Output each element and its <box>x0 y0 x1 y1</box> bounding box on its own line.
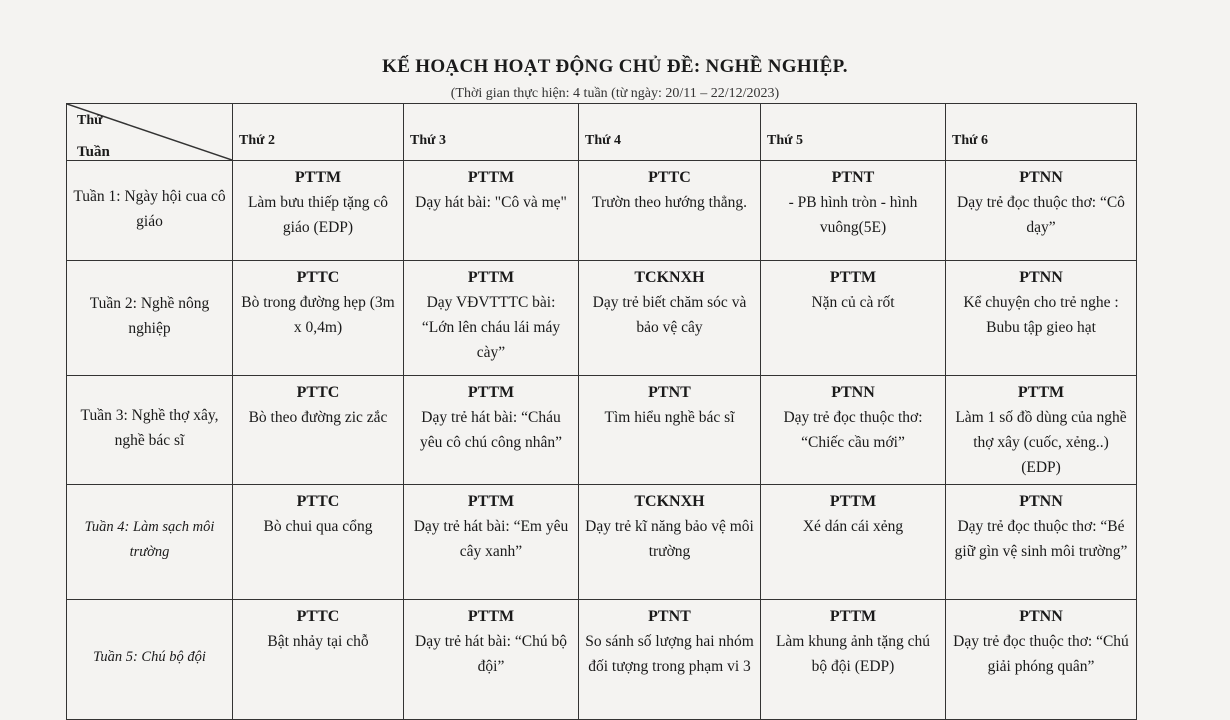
subject-code: PTTM <box>467 169 515 186</box>
corner-header-cell: Thứ Tuần <box>66 103 233 161</box>
activity-text: Kể chuyện cho trẻ nghe : Bubu tập gieo h… <box>963 294 1119 336</box>
activity-text: Bò chui qua cổng <box>263 518 373 535</box>
page-subtitle: (Thời gian thực hiện: 4 tuần (từ ngày: 2… <box>450 86 780 101</box>
activity-text: Dạy trẻ hát bài: “Chú bộ đội” <box>415 633 567 675</box>
activity-text: Dạy trẻ hát bài: “Em yêu cây xanh” <box>413 518 569 560</box>
subject-code: PTTM <box>467 493 515 510</box>
subject-code: TCKNXH <box>634 493 705 510</box>
activity-text: Làm 1 số đồ dùng của nghề thợ xây (cuốc,… <box>955 409 1127 476</box>
subject-code: PTNT <box>648 608 691 625</box>
day-header-5: Thứ 5 <box>760 103 946 161</box>
subject-code: PTNN <box>831 384 875 401</box>
activity-text: So sánh số lượng hai nhóm đối tượng tron… <box>585 633 754 675</box>
subject-code: PTNT <box>648 384 691 401</box>
activity-cell: PTTC Trườn theo hướng thẳng. <box>578 160 761 261</box>
activity-cell: PTTC Bò chui qua cổng <box>232 484 404 600</box>
activity-cell: PTTM Dạy VĐVTTTC bài: “Lớn lên cháu lái m… <box>403 260 579 376</box>
diagonal-divider <box>67 104 232 160</box>
day-header-2: Thứ 2 <box>232 103 404 161</box>
day-header-6: Thứ 6 <box>945 103 1137 161</box>
table-row: Tuần 3: Nghề thợ xây, nghề bác sĩ PTTC Bò … <box>66 375 1137 485</box>
activity-text: Dạy hát bài: "Cô và mẹ" <box>415 194 567 211</box>
activity-text: Trườn theo hướng thẳng. <box>592 194 747 211</box>
page-title: KẾ HOẠCH HOẠT ĐỘNG CHỦ ĐỀ: NGHỀ NGHIỆP. <box>382 56 848 77</box>
week-label: Tuần 4: Làm sạch môi trường <box>66 484 233 600</box>
corner-week-label: Tuần <box>77 144 110 160</box>
activity-cell: PTNT So sánh số lượng hai nhóm đối tượng … <box>578 599 761 720</box>
activity-cell: PTTM Dạy hát bài: "Cô và mẹ" <box>403 160 579 261</box>
activity-text: Bò trong đường hẹp (3m x 0,4m) <box>241 294 395 336</box>
subject-code: PTTC <box>648 169 691 186</box>
subject-code: PTTC <box>296 269 340 286</box>
activity-text: - PB hình tròn - hình vuông(5E) <box>788 194 918 236</box>
activity-text: Dạy trẻ đọc thuộc thơ: “Bé giữ gìn vệ si… <box>954 518 1128 560</box>
activity-text: Dạy trẻ đọc thuộc thơ: “Cô dạy” <box>957 194 1125 236</box>
activity-cell: TCKNXH Dạy trẻ biết chăm sóc và bảo vệ câ… <box>578 260 761 376</box>
activity-cell: PTTC Bò trong đường hẹp (3m x 0,4m) <box>232 260 404 376</box>
subject-code: PTTC <box>296 608 340 625</box>
week-label: Tuần 1: Ngày hội cua cô giáo <box>66 160 233 261</box>
subject-code: PTTC <box>296 384 340 401</box>
activity-cell: TCKNXH Dạy trẻ kĩ năng bảo vệ môi trường <box>578 484 761 600</box>
corner-day-label: Thứ <box>77 113 103 128</box>
activity-cell: PTNN Dạy trẻ đọc thuộc thơ: “Chú giải phó… <box>945 599 1137 720</box>
subject-code: PTTM <box>829 493 877 510</box>
activity-text: Dạy trẻ kĩ năng bảo vệ môi trường <box>585 518 754 560</box>
activity-text: Dạy trẻ hát bài: “Cháu yêu cô chú công n… <box>419 409 563 451</box>
activity-text: Dạy trẻ đọc thuộc thơ: “Chiếc cầu mới” <box>783 409 923 451</box>
activity-text: Nặn củ cà rốt <box>811 294 895 311</box>
activity-cell: PTNN Dạy trẻ đọc thuộc thơ: “Chiếc cầu mớ… <box>760 375 946 485</box>
activity-cell: PTNN Dạy trẻ đọc thuộc thơ: “Cô dạy” <box>945 160 1137 261</box>
activity-cell: PTTM Dạy trẻ hát bài: “Cháu yêu cô chú cô… <box>403 375 579 485</box>
activity-cell: PTTM Làm khung ảnh tặng chú bộ đội (EDP) <box>760 599 946 720</box>
activity-plan-table: Thứ Tuần Thứ 2 Thứ 3 Thứ 4 Thứ 5 Thứ 6 Tuần … <box>66 103 1137 720</box>
activity-cell: PTNN Kể chuyện cho trẻ nghe : Bubu tập gi… <box>945 260 1137 376</box>
subject-code: PTTM <box>829 608 877 625</box>
subject-code: PTNN <box>1019 608 1063 625</box>
activity-cell: PTNT - PB hình tròn - hình vuông(5E) <box>760 160 946 261</box>
header-row: Thứ Tuần Thứ 2 Thứ 3 Thứ 4 Thứ 5 Thứ 6 <box>66 103 1137 161</box>
day-header-4: Thứ 4 <box>578 103 761 161</box>
activity-text: Xé dán cái xẻng <box>802 518 904 535</box>
activity-text: Làm bưu thiếp tặng cô giáo (EDP) <box>247 194 389 236</box>
subject-code: TCKNXH <box>634 269 705 286</box>
subject-code: PTNN <box>1019 269 1063 286</box>
activity-cell: PTTC Bò theo đường zic zắc <box>232 375 404 485</box>
week-label: Tuần 3: Nghề thợ xây, nghề bác sĩ <box>66 375 233 485</box>
activity-cell: PTTM Làm 1 số đồ dùng của nghề thợ xây (c… <box>945 375 1137 485</box>
subject-code: PTTM <box>829 269 877 286</box>
activity-text: Bò theo đường zic zắc <box>248 409 388 426</box>
activity-text: Làm khung ảnh tặng chú bộ đội (EDP) <box>775 633 931 675</box>
activity-cell: PTTM Dạy trẻ hát bài: “Em yêu cây xanh” <box>403 484 579 600</box>
subject-code: PTTC <box>296 493 340 510</box>
activity-cell: PTNN Dạy trẻ đọc thuộc thơ: “Bé giữ gìn v… <box>945 484 1137 600</box>
subject-code: PTTM <box>467 608 515 625</box>
day-header-3: Thứ 3 <box>403 103 579 161</box>
activity-cell: PTTM Nặn củ cà rốt <box>760 260 946 376</box>
activity-cell: PTTM Dạy trẻ hát bài: “Chú bộ đội” <box>403 599 579 720</box>
table-row: Tuần 2: Nghề nông nghiệp PTTC Bò trong đườ… <box>66 260 1137 376</box>
subject-code: PTNN <box>1019 169 1063 186</box>
week-label: Tuần 5: Chú bộ đội <box>66 599 233 720</box>
subject-code: PTNN <box>1019 493 1063 510</box>
table-row: Tuần 4: Làm sạch môi trường PTTC Bò chui q… <box>66 484 1137 600</box>
table-row: Tuần 1: Ngày hội cua cô giáo PTTM Làm bưu … <box>66 160 1137 261</box>
activity-text: Bật nhảy tại chỗ <box>267 633 369 650</box>
subject-code: PTTM <box>294 169 342 186</box>
activity-text: Dạy trẻ đọc thuộc thơ: “Chú giải phóng q… <box>953 633 1129 675</box>
activity-text: Dạy VĐVTTTC bài: “Lớn lên cháu lái máy c… <box>421 294 561 361</box>
subject-code: PTTM <box>467 269 515 286</box>
subject-code: PTNT <box>831 169 875 186</box>
subject-code: PTTM <box>1017 384 1065 401</box>
activity-cell: PTTM Làm bưu thiếp tặng cô giáo (EDP) <box>232 160 404 261</box>
activity-cell: PTTC Bật nhảy tại chỗ <box>232 599 404 720</box>
subject-code: PTTM <box>467 384 515 401</box>
activity-text: Tìm hiểu nghề bác sĩ <box>604 409 735 426</box>
week-label: Tuần 2: Nghề nông nghiệp <box>66 260 233 376</box>
activity-text: Dạy trẻ biết chăm sóc và bảo vệ cây <box>592 294 747 336</box>
activity-cell: PTTM Xé dán cái xẻng <box>760 484 946 600</box>
table-row: Tuần 5: Chú bộ đội PTTC Bật nhảy tại chỗ PT… <box>66 599 1137 720</box>
activity-cell: PTNT Tìm hiểu nghề bác sĩ <box>578 375 761 485</box>
